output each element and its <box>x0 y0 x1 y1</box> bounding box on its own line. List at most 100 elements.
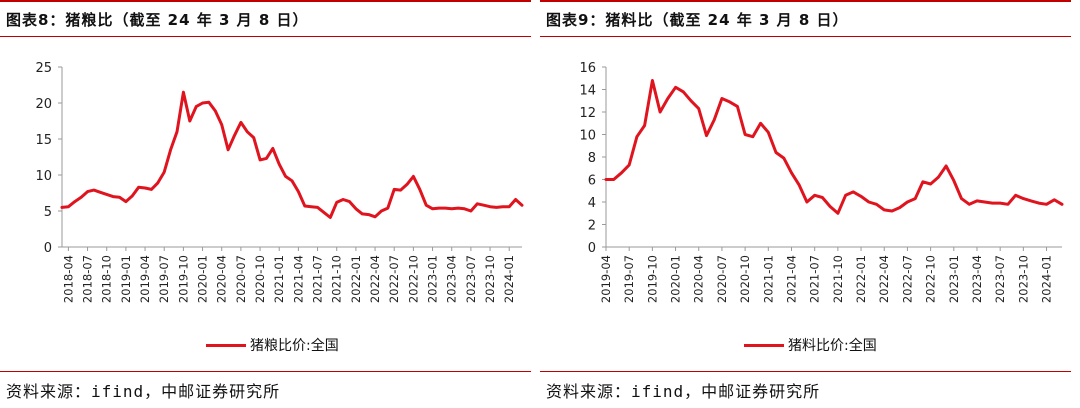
data-point <box>944 164 948 168</box>
data-point <box>143 186 147 190</box>
series-line <box>604 79 1064 215</box>
x-tick-label: 2023-10 <box>483 255 497 303</box>
x-tick-label: 2022-10 <box>924 255 938 303</box>
x-tick-label: 2020-04 <box>692 255 706 303</box>
data-point <box>188 119 191 123</box>
data-point <box>329 216 332 219</box>
data-point <box>258 158 262 162</box>
data-point <box>150 188 153 191</box>
data-point <box>720 97 724 100</box>
x-tick-label: 2021-01 <box>761 255 775 303</box>
y-tick-label: 8 <box>588 151 596 166</box>
data-point <box>233 134 236 137</box>
data-point <box>844 194 847 197</box>
data-point <box>425 204 428 207</box>
x-tick-label: 2024-01 <box>502 255 516 303</box>
data-point <box>469 209 473 213</box>
x-tick-label: 2021-07 <box>808 255 822 303</box>
data-point <box>297 190 300 193</box>
data-point <box>80 196 83 199</box>
data-point <box>118 196 121 199</box>
data-point <box>906 200 909 204</box>
data-point <box>482 204 485 207</box>
data-point <box>743 133 747 136</box>
y-tick-label: 4 <box>588 196 596 211</box>
panel-pig-grain-ratio: 图表8：猪粮比（截至 24 年 3 月 8 日） 0 5 10 15 20 25 2018-… <box>0 0 531 408</box>
data-point <box>271 147 274 150</box>
top-rule <box>540 0 1071 2</box>
panel-pig-feed-ratio: 图表9：猪料比（截至 24 年 3 月 8 日） 0 2 4 6 8 10 12 14 16 20… <box>540 0 1071 408</box>
data-point <box>220 123 223 126</box>
data-point <box>774 151 778 154</box>
x-tick-label: 2020-10 <box>253 255 267 303</box>
x-tick-label: 2020-01 <box>669 255 683 303</box>
bottom-rule <box>540 371 1071 372</box>
data-point <box>105 193 108 196</box>
data-point <box>278 163 281 166</box>
top-rule <box>0 0 531 2</box>
data-point <box>643 124 646 127</box>
data-point <box>1014 194 1017 197</box>
x-tick-label: 2020-04 <box>215 255 229 303</box>
data-point <box>156 181 159 185</box>
y-tick-label: 25 <box>35 61 52 76</box>
data-point <box>1037 201 1040 205</box>
data-point <box>367 213 370 216</box>
data-point <box>937 176 940 179</box>
data-point <box>651 79 654 82</box>
data-point <box>805 200 809 204</box>
data-point <box>86 190 89 193</box>
data-point <box>310 205 313 208</box>
data-point <box>73 200 77 203</box>
x-tick-label: 2019-07 <box>157 255 171 303</box>
data-point <box>456 206 460 210</box>
y-tick-label: 0 <box>588 241 596 256</box>
x-tick-label: 2021-07 <box>311 255 325 303</box>
data-point <box>728 100 731 104</box>
data-point <box>175 130 179 133</box>
data-point <box>163 170 166 174</box>
data-point <box>960 197 963 200</box>
data-point <box>60 206 64 209</box>
data-point <box>813 194 816 197</box>
data-point <box>169 148 172 151</box>
data-point <box>99 191 102 194</box>
data-point <box>612 178 615 181</box>
x-tick-label: 2023-01 <box>426 255 440 303</box>
data-point <box>444 206 447 210</box>
data-point <box>341 198 345 201</box>
data-point <box>124 200 128 203</box>
data-point <box>252 136 255 139</box>
data-point <box>1045 203 1048 206</box>
figure-title: 图表8：猪粮比（截至 24 年 3 月 8 日） <box>6 11 309 29</box>
data-point <box>759 122 762 125</box>
data-point <box>782 156 785 160</box>
legend-label: 猪料比价:全国 <box>788 338 877 354</box>
data-point <box>354 207 358 210</box>
title-rule <box>0 36 531 37</box>
data-point <box>514 198 517 201</box>
x-tick-label: 2018-10 <box>100 255 114 303</box>
x-tick-label: 2018-07 <box>81 255 95 303</box>
data-point <box>790 171 793 174</box>
data-point <box>214 109 217 113</box>
data-point <box>604 178 608 181</box>
y-tick-label: 15 <box>35 133 52 148</box>
data-point <box>689 99 693 102</box>
data-point <box>431 207 434 210</box>
data-point <box>991 201 994 205</box>
x-tick-label: 2022-07 <box>900 255 914 303</box>
x-tick-label: 2019-10 <box>645 255 659 303</box>
data-point <box>399 188 402 192</box>
data-point <box>929 182 932 186</box>
data-point <box>736 105 739 108</box>
data-point <box>852 190 855 194</box>
series-line <box>60 90 524 219</box>
y-tick-label: 16 <box>579 61 596 76</box>
x-tick-label: 2022-10 <box>406 255 420 303</box>
x-tick-label: 2019-01 <box>119 255 133 303</box>
data-point <box>914 197 917 200</box>
chart-legend: 猪料比价:全国 <box>744 334 877 356</box>
data-point <box>674 86 677 89</box>
data-point <box>999 201 1002 205</box>
